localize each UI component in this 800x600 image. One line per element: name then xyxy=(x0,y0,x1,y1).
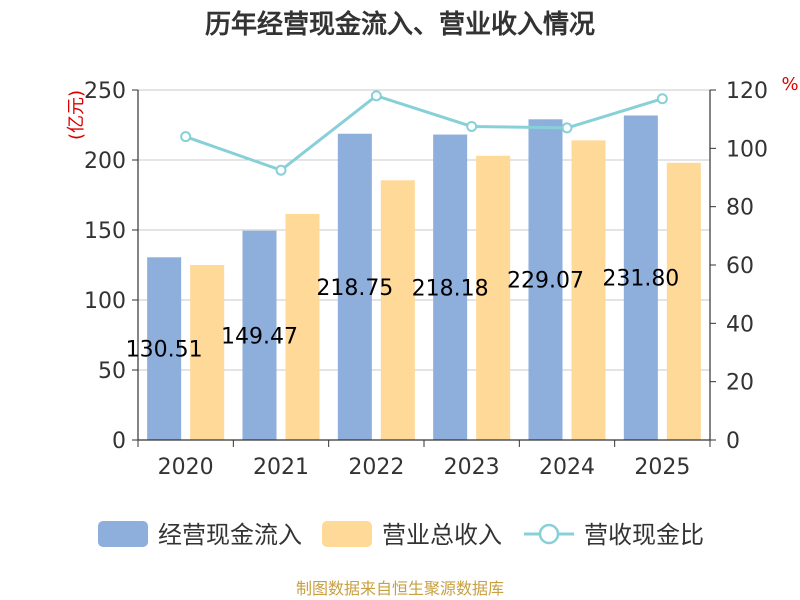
line-point xyxy=(180,131,192,143)
bar-cash-inflow xyxy=(147,257,182,440)
bar-data-label: 130.51 xyxy=(126,338,203,363)
line-point xyxy=(656,93,668,105)
x-tick-label: 2023 xyxy=(444,455,500,480)
bar-revenue xyxy=(285,213,320,440)
y-right-tick-label: 80 xyxy=(726,196,754,221)
line-series xyxy=(180,90,668,176)
y-right-tick-label: 0 xyxy=(726,429,740,454)
legend-label: 经营现金流入 xyxy=(158,521,302,549)
y-left-tick-label: 200 xyxy=(84,149,126,174)
legend-label: 营收现金比 xyxy=(584,521,704,549)
y-left-tick-label: 100 xyxy=(84,289,126,314)
legend-swatch-cash-inflow xyxy=(98,521,148,547)
legend-label: 营业总收入 xyxy=(382,521,502,549)
y-left-tick-label: 250 xyxy=(84,79,126,104)
y-right-tick-label: 20 xyxy=(726,371,754,396)
x-tick-label: 2020 xyxy=(158,455,214,480)
bar-revenue xyxy=(666,162,701,441)
y-left-tick-label: 0 xyxy=(112,429,126,454)
legend: 经营现金流入 营业总收入 营收现金比 xyxy=(98,521,704,549)
bar-cash-inflow xyxy=(337,133,372,440)
y-right-tick-label: 40 xyxy=(726,312,754,337)
x-tick-label: 2025 xyxy=(634,455,690,480)
line-point xyxy=(466,120,478,132)
y-right-tick-label: 120 xyxy=(726,79,768,104)
legend-swatch-revenue xyxy=(322,521,372,547)
y-left-tick-label: 50 xyxy=(98,359,126,384)
x-tick-label: 2022 xyxy=(348,455,404,480)
bar-revenue xyxy=(190,265,225,440)
y-left-tick-label: 150 xyxy=(84,219,126,244)
chart-title: 历年经营现金流入、营业收入情况 xyxy=(205,9,595,40)
bar-revenue xyxy=(476,155,511,441)
bar-labels: 130.51 149.47 218.75 218.18 229.07 231.80 xyxy=(126,267,680,363)
line-point xyxy=(561,122,573,134)
legend-swatch-marker xyxy=(538,523,560,545)
line-point xyxy=(370,90,382,102)
bar-revenue xyxy=(380,180,415,441)
bar-cash-inflow xyxy=(623,115,658,440)
bar-series xyxy=(147,115,701,441)
bar-data-label: 229.07 xyxy=(507,269,584,294)
grid-lines xyxy=(138,89,710,371)
bar-cash-inflow xyxy=(242,230,277,440)
bar-data-label: 218.75 xyxy=(316,276,393,301)
y-right-tick-label: 60 xyxy=(726,254,754,279)
line-point xyxy=(275,164,287,176)
y-right-tick-label: 100 xyxy=(726,137,768,162)
x-tick-label: 2024 xyxy=(539,455,595,480)
x-tick-label: 2021 xyxy=(253,455,309,480)
bar-data-label: 149.47 xyxy=(221,324,298,349)
axes: 0 50 100 150 200 250 0 20 40 60 80 100 120 2020 2021 20… xyxy=(84,79,768,480)
source-note: 制图数据来自恒生聚源数据库 xyxy=(296,579,504,598)
bar-data-label: 218.18 xyxy=(412,276,489,301)
bar-data-label: 231.80 xyxy=(602,267,679,292)
bar-revenue xyxy=(571,140,606,440)
bar-cash-inflow xyxy=(528,119,563,440)
left-axis-unit: (亿元) xyxy=(66,90,87,140)
line-ratio xyxy=(185,94,663,172)
bar-cash-inflow xyxy=(433,134,468,440)
right-axis-unit: % xyxy=(781,74,798,95)
